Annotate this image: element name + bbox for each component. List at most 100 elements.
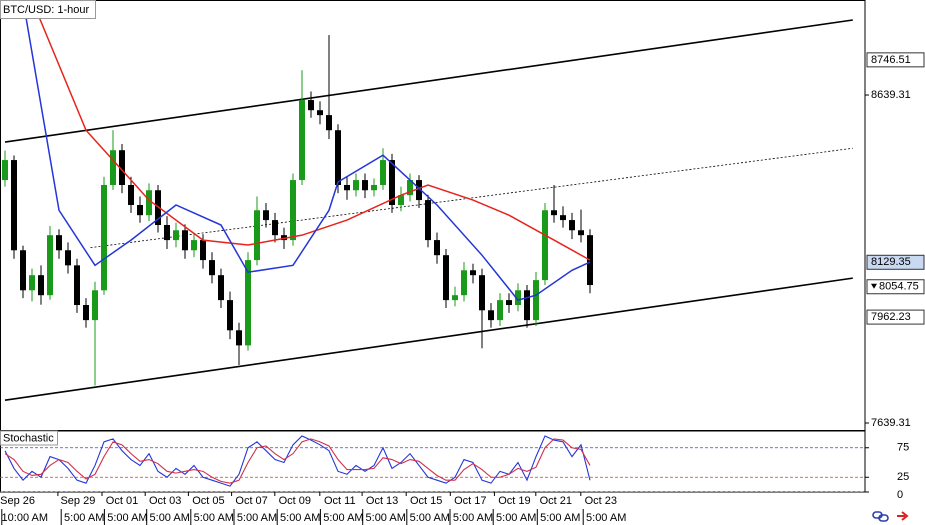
candle-body [505, 300, 512, 306]
candle-body [227, 300, 234, 331]
price-label-box [866, 254, 925, 270]
stochastic-panel [0, 430, 866, 493]
candle-body [514, 290, 521, 306]
candle-body [209, 260, 216, 276]
x-time-label: 5:00 AM [496, 512, 536, 524]
candle-body [191, 240, 198, 251]
x-time-label: 5:00 AM [540, 512, 580, 524]
candle-body [469, 270, 476, 276]
moving-average [22, 0, 591, 301]
candle-body [128, 184, 135, 205]
main-plot [2, 0, 853, 401]
candle-body [487, 310, 494, 321]
arrow-icon[interactable] [897, 511, 909, 521]
candle-body [442, 255, 449, 301]
x-tick-label: Oct 07 [235, 495, 267, 507]
x-time-label: 5:00 AM [64, 512, 104, 524]
y-tick-label: 8639.31 [871, 89, 911, 101]
y-tick-label: 75 [897, 442, 909, 454]
candle-body [218, 275, 225, 301]
x-time-label: 5:00 AM [280, 512, 320, 524]
channel-line [4, 19, 853, 143]
price-label-box [866, 279, 925, 295]
chart-title: BTC/USD: 1-hour [3, 4, 90, 16]
candle-body [137, 204, 144, 216]
stochastic-line [4, 435, 591, 487]
candle-body [317, 110, 324, 116]
candle-body [541, 210, 548, 281]
candle-body [290, 180, 297, 241]
candle-body [11, 160, 18, 251]
x-tick-label: Oct 19 [498, 495, 530, 507]
candle-body [568, 220, 575, 231]
candle-body [559, 215, 566, 221]
candle-body [460, 270, 467, 296]
candle-body [577, 230, 584, 236]
x-tick-label: Oct 13 [366, 495, 398, 507]
candle-body [308, 100, 315, 111]
x-time-label: 10:00 AM [2, 512, 48, 524]
x-time-label: 5:00 AM [586, 512, 626, 524]
price-label: 7962.23 [871, 311, 911, 323]
candle-body [110, 150, 117, 185]
candle-body [164, 225, 171, 241]
candle-body [281, 235, 288, 241]
candle-body [586, 235, 593, 286]
price-label: 8054.75 [879, 281, 919, 293]
candle-body [389, 160, 396, 205]
stochastic-title-box [0, 430, 58, 446]
candle-body [236, 330, 243, 346]
x-time-label: 5:00 AM [237, 512, 277, 524]
x-tick-label: Oct 11 [324, 495, 356, 507]
x-tick-label: Sep 26 [0, 495, 35, 507]
x-time-label: 5:00 AM [453, 512, 493, 524]
channel-line [90, 147, 853, 249]
price-marker [871, 283, 877, 289]
candle-body [119, 150, 126, 185]
candle-body [344, 184, 351, 191]
x-time-label: 5:00 AM [107, 512, 147, 524]
link-icon[interactable] [872, 511, 889, 522]
candle-body [425, 200, 432, 241]
candle-body [263, 210, 270, 221]
stochastic-title: Stochastic [3, 432, 54, 444]
candle-body [254, 210, 261, 261]
candle-body [173, 230, 180, 241]
candle-body [47, 235, 54, 296]
candle-body [478, 275, 485, 311]
candle-body [182, 230, 189, 251]
price-label: 8746.51 [871, 54, 911, 66]
moving-average [31, 0, 591, 261]
x-tick-label: Oct 21 [540, 495, 572, 507]
x-tick-label: Oct 23 [585, 495, 617, 507]
candle-body [532, 280, 539, 321]
candle-body [496, 300, 503, 321]
candle-body [146, 190, 153, 216]
candle-body [371, 184, 378, 191]
candle-body [433, 240, 440, 256]
candle-body [2, 160, 9, 181]
candle-body [74, 265, 81, 306]
x-tick-label: Oct 15 [410, 495, 442, 507]
y-tick-label: 7639.31 [871, 417, 911, 429]
title-box [0, 0, 96, 19]
candle-body [299, 100, 306, 181]
x-time-label: 5:00 AM [150, 512, 190, 524]
candle-body [398, 195, 405, 205]
price-label-box [866, 52, 925, 68]
candle-body [416, 180, 423, 201]
candle-body [335, 130, 342, 185]
price-label: 8129.35 [871, 256, 911, 268]
x-time-label: 5:00 AM [323, 512, 363, 524]
candle-body [326, 115, 333, 131]
y-tick-label: 0 [897, 489, 903, 501]
candle-body [380, 160, 387, 185]
candle-body [523, 290, 530, 321]
candle-body [65, 250, 72, 266]
candle-body [29, 275, 36, 291]
x-time-label: 5:00 AM [366, 512, 406, 524]
x-time-label: 5:00 AM [410, 512, 450, 524]
x-time-label: 5:00 AM [194, 512, 234, 524]
main-panel [0, 0, 866, 431]
